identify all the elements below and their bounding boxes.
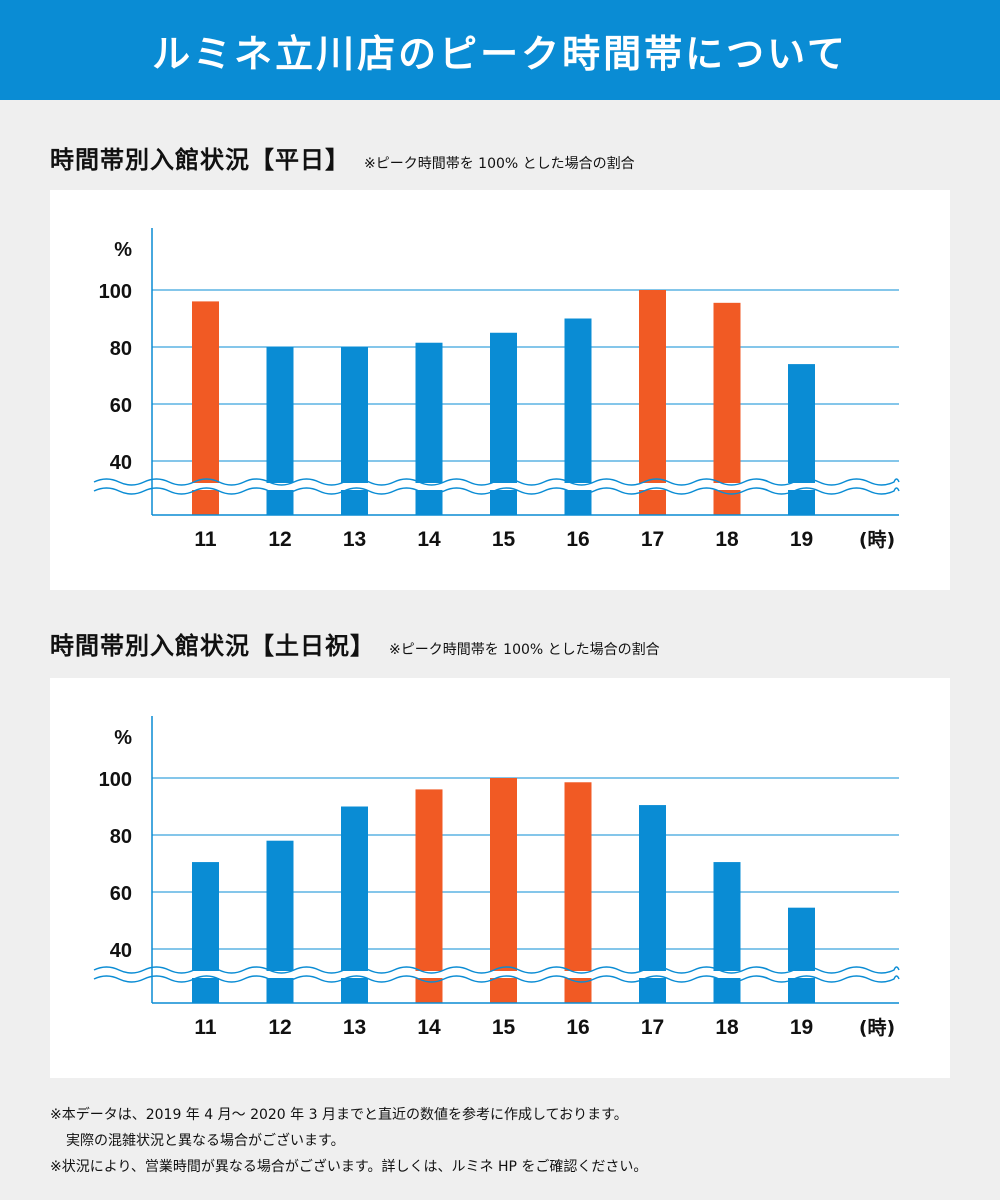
- y-tick-label: 60: [110, 395, 132, 417]
- weekday-chart: 100 80 60 40% 11 12 13 14 15 16 17 18 19 (時): [93, 228, 900, 551]
- x-tick-label: 12: [268, 528, 291, 551]
- x-tick-label: 11: [194, 1016, 217, 1039]
- axis-break-wave: [93, 487, 900, 495]
- bar: [639, 290, 666, 515]
- axis-break-band: [94, 971, 899, 978]
- axis-break-wave: [93, 478, 900, 486]
- page-title: ルミネ立川店のピーク時間帯について: [152, 31, 848, 76]
- bar: [341, 806, 368, 1003]
- bar: [713, 302, 741, 515]
- footnote-data-disclaimer: 実際の混雑状況と異なる場合がございます。: [66, 1133, 345, 1149]
- x-tick-label: 18: [715, 1016, 739, 1039]
- bar: [266, 840, 294, 1003]
- footnote-data-source: ※本データは、2019 年 4 月〜 2020 年 3 月までと直近の数値を参考…: [50, 1107, 628, 1123]
- bar: [490, 778, 517, 1003]
- x-tick-label: 13: [343, 528, 366, 551]
- weekday-chart-note: ※ピーク時間帯を 100% とした場合の割合: [364, 156, 635, 172]
- x-tick-label: 15: [492, 528, 516, 551]
- x-tick-label: 16: [566, 1016, 589, 1039]
- x-tick-label: 14: [417, 1016, 441, 1039]
- holiday-chart: 100 80 60 40% 11 12 13 14 15 16 17 18 19 (時): [93, 716, 900, 1039]
- holiday-chart-panel: 100 80 60 40% 11 12 13 14 15 16 17 18 19 (時): [50, 678, 950, 1078]
- y-unit-label: %: [114, 727, 132, 749]
- holiday-chart-title: 時間帯別入館状況【土日祝】: [50, 632, 375, 660]
- x-tick-label: 11: [194, 528, 217, 551]
- x-tick-label: 14: [417, 528, 441, 551]
- x-tick-label: 15: [492, 1016, 516, 1039]
- axis-break-wave: [93, 975, 900, 983]
- x-tick-label: 13: [343, 1016, 366, 1039]
- y-tick-label: 40: [110, 940, 132, 962]
- y-tick-label: 80: [110, 826, 132, 848]
- axis-break-wave: [93, 966, 900, 974]
- x-unit-label: (時): [859, 1017, 895, 1039]
- footnotes: ※本データは、2019 年 4 月〜 2020 年 3 月までと直近の数値を参考…: [50, 1102, 970, 1180]
- x-tick-label: 17: [641, 528, 664, 551]
- weekday-section-header: 時間帯別入館状況【平日】 ※ピーク時間帯を 100% とした場合の割合: [50, 140, 635, 175]
- x-tick-label: 18: [715, 528, 739, 551]
- y-tick-label: 100: [99, 769, 132, 791]
- title-banner: ルミネ立川店のピーク時間帯について: [0, 0, 1000, 100]
- x-tick-label: 19: [790, 528, 813, 551]
- bar: [192, 301, 219, 515]
- weekday-chart-panel: 100 80 60 40% 11 12 13 14 15 16 17 18 19 (時): [50, 190, 950, 590]
- bar: [564, 782, 592, 1003]
- y-tick-label: 100: [99, 281, 132, 303]
- x-tick-label: 12: [268, 1016, 291, 1039]
- y-unit-label: %: [114, 239, 132, 261]
- x-unit-label: (時): [859, 529, 895, 551]
- bar: [788, 907, 815, 1003]
- footnote-hours: ※状況により、営業時間が異なる場合がございます。詳しくは、ルミネ HP をご確認…: [50, 1159, 648, 1175]
- holiday-section-header: 時間帯別入館状況【土日祝】 ※ピーク時間帯を 100% とした場合の割合: [50, 626, 660, 661]
- x-tick-label: 17: [641, 1016, 664, 1039]
- y-tick-label: 60: [110, 883, 132, 905]
- x-tick-label: 16: [566, 528, 589, 551]
- bar: [713, 862, 741, 1003]
- y-tick-label: 80: [110, 338, 132, 360]
- y-tick-label: 40: [110, 452, 132, 474]
- weekday-chart-title: 時間帯別入館状況【平日】: [50, 146, 350, 174]
- holiday-chart-note: ※ピーク時間帯を 100% とした場合の割合: [389, 642, 660, 658]
- bar: [192, 862, 219, 1003]
- axis-break-band: [94, 483, 899, 490]
- x-tick-label: 19: [790, 1016, 813, 1039]
- bar: [415, 789, 443, 1003]
